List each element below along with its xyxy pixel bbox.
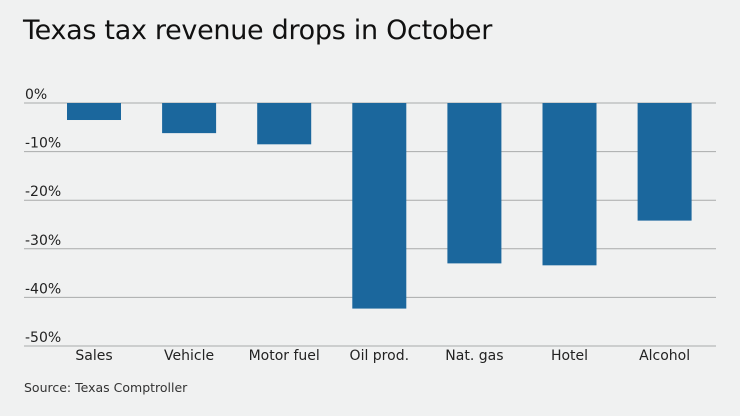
bar-motor-fuel	[257, 103, 312, 145]
x-category-label: Oil prod.	[350, 348, 410, 364]
bar-oil-prod	[352, 103, 407, 309]
bar-alcohol	[637, 103, 692, 221]
y-tick-label: -50%	[25, 330, 61, 346]
x-category-label: Nat. gas	[445, 348, 503, 364]
source-note: Source: Texas Comptroller	[24, 380, 188, 395]
x-category-label: Motor fuel	[249, 348, 320, 364]
x-category-label: Alcohol	[639, 348, 690, 364]
bars	[67, 103, 692, 309]
y-tick-label: -10%	[25, 136, 61, 152]
x-category-label: Hotel	[551, 348, 588, 364]
y-axis-ticks: 0% -10% -20% -30% -40% -50%	[25, 87, 61, 346]
x-axis-categories: Sales Vehicle Motor fuel Oil prod. Nat. gas H…	[75, 348, 690, 364]
bar-nat-gas	[447, 103, 502, 264]
x-category-label: Sales	[75, 348, 112, 364]
bar-sales	[67, 103, 121, 121]
y-tick-label: -40%	[25, 281, 61, 297]
x-category-label: Vehicle	[164, 348, 214, 364]
y-tick-label: -20%	[25, 184, 61, 200]
bar-vehicle	[162, 103, 217, 134]
bar-hotel	[542, 103, 597, 266]
y-tick-label: -30%	[25, 233, 61, 249]
chart-title: Texas tax revenue drops in October	[23, 15, 493, 46]
y-tick-label: 0%	[25, 87, 47, 103]
